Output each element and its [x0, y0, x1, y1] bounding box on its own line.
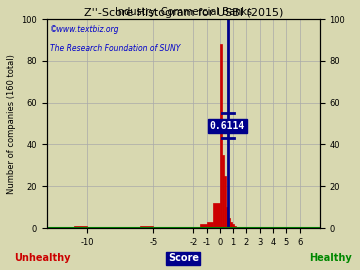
Text: ©www.textbiz.org: ©www.textbiz.org	[50, 25, 119, 34]
Text: Healthy: Healthy	[310, 253, 352, 263]
Text: Industry: Commercial Banks: Industry: Commercial Banks	[115, 7, 252, 17]
Bar	[234, 226, 236, 228]
Y-axis label: Number of companies (160 total): Number of companies (160 total)	[7, 54, 16, 194]
Bar	[232, 224, 234, 228]
Bar	[222, 155, 224, 228]
Bar	[200, 224, 207, 228]
Bar	[220, 44, 222, 228]
Text: Score: Score	[168, 253, 199, 263]
Bar	[226, 207, 228, 228]
Bar	[213, 203, 220, 228]
Bar	[230, 222, 232, 228]
Bar	[140, 226, 153, 228]
Text: 0.6114: 0.6114	[210, 121, 245, 131]
Title: Z''-Score Histogram for USBI (2015): Z''-Score Histogram for USBI (2015)	[84, 8, 283, 18]
Text: Unhealthy: Unhealthy	[14, 253, 71, 263]
Text: The Research Foundation of SUNY: The Research Foundation of SUNY	[50, 44, 180, 53]
Bar	[207, 222, 213, 228]
Bar	[224, 176, 226, 228]
Bar	[73, 226, 87, 228]
Bar	[228, 218, 230, 228]
